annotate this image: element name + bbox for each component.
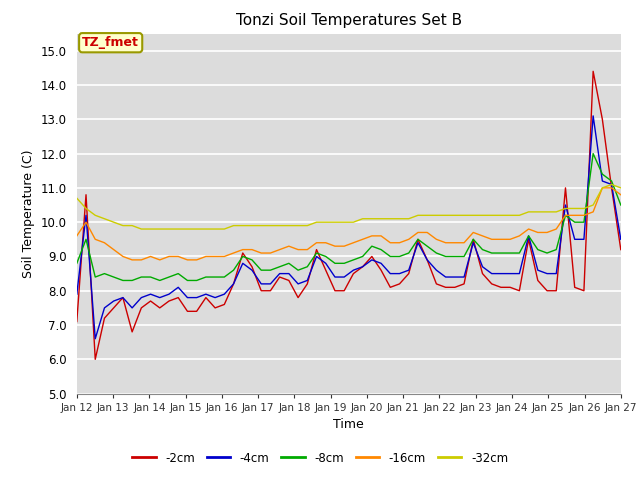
Legend: -2cm, -4cm, -8cm, -16cm, -32cm: -2cm, -4cm, -8cm, -16cm, -32cm (127, 447, 513, 469)
Title: Tonzi Soil Temperatures Set B: Tonzi Soil Temperatures Set B (236, 13, 462, 28)
X-axis label: Time: Time (333, 418, 364, 431)
Text: TZ_fmet: TZ_fmet (82, 36, 139, 49)
Y-axis label: Soil Temperature (C): Soil Temperature (C) (22, 149, 35, 278)
